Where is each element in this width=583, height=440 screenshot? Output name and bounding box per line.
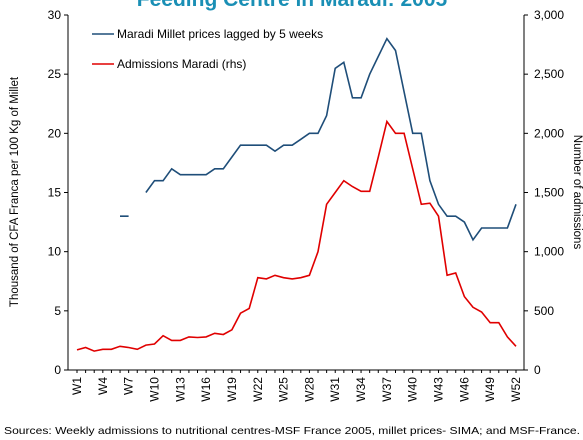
source-note: Sources: Weekly admissions to nutritiona…: [4, 425, 580, 437]
x-tick-label: W28: [302, 377, 316, 402]
series-line: [120, 37, 517, 242]
x-tick-label: W16: [199, 377, 213, 402]
x-tick-label: W49: [483, 377, 497, 402]
x-tick-label: W7: [122, 377, 136, 395]
y-axis-label: Thousand of CFA Franca per 100 Kg of Mil…: [9, 76, 21, 307]
y-tick-label: 0: [54, 363, 61, 377]
y2-axis-label: Number of admissions: [571, 135, 583, 250]
x-tick-label: W10: [147, 377, 161, 402]
y-tick-label: 20: [48, 126, 62, 140]
y-tick-label: 30: [48, 8, 62, 22]
y-tick-label: 25: [48, 67, 62, 81]
x-tick-label: W25: [277, 377, 291, 402]
y2-tick-label: 1,000: [534, 245, 564, 259]
x-tick-label: W46: [457, 377, 471, 402]
series-line: [76, 119, 517, 352]
y2-tick-label: 2,500: [534, 67, 564, 81]
y2-tick-label: 0: [534, 363, 541, 377]
chart-title: Feeding Centre in Maradi: 2005: [137, 0, 448, 11]
y2-tick-label: 500: [534, 304, 554, 318]
y-tick-label: 10: [48, 245, 62, 259]
y-tick-label: 5: [54, 304, 61, 318]
x-tick-label: W1: [70, 377, 84, 395]
legend-label: Maradi Millet prices lagged by 5 weeks: [117, 27, 323, 41]
y2-tick-label: 1,500: [534, 186, 564, 200]
y-tick-label: 15: [48, 186, 62, 200]
x-tick-label: W13: [173, 377, 187, 402]
x-tick-label: W22: [251, 377, 265, 402]
legend-label: Admissions Maradi (rhs): [117, 57, 246, 71]
x-tick-label: W37: [380, 377, 394, 402]
x-tick-label: W31: [328, 377, 342, 402]
x-tick-label: W40: [406, 377, 420, 402]
y2-tick-label: 3,000: [534, 8, 564, 22]
x-tick-label: W43: [432, 377, 446, 402]
x-tick-label: W52: [509, 377, 523, 402]
x-tick-label: W34: [354, 377, 368, 402]
x-tick-label: W4: [96, 377, 110, 395]
y2-tick-label: 2,000: [534, 126, 564, 140]
x-tick-label: W19: [225, 377, 239, 402]
